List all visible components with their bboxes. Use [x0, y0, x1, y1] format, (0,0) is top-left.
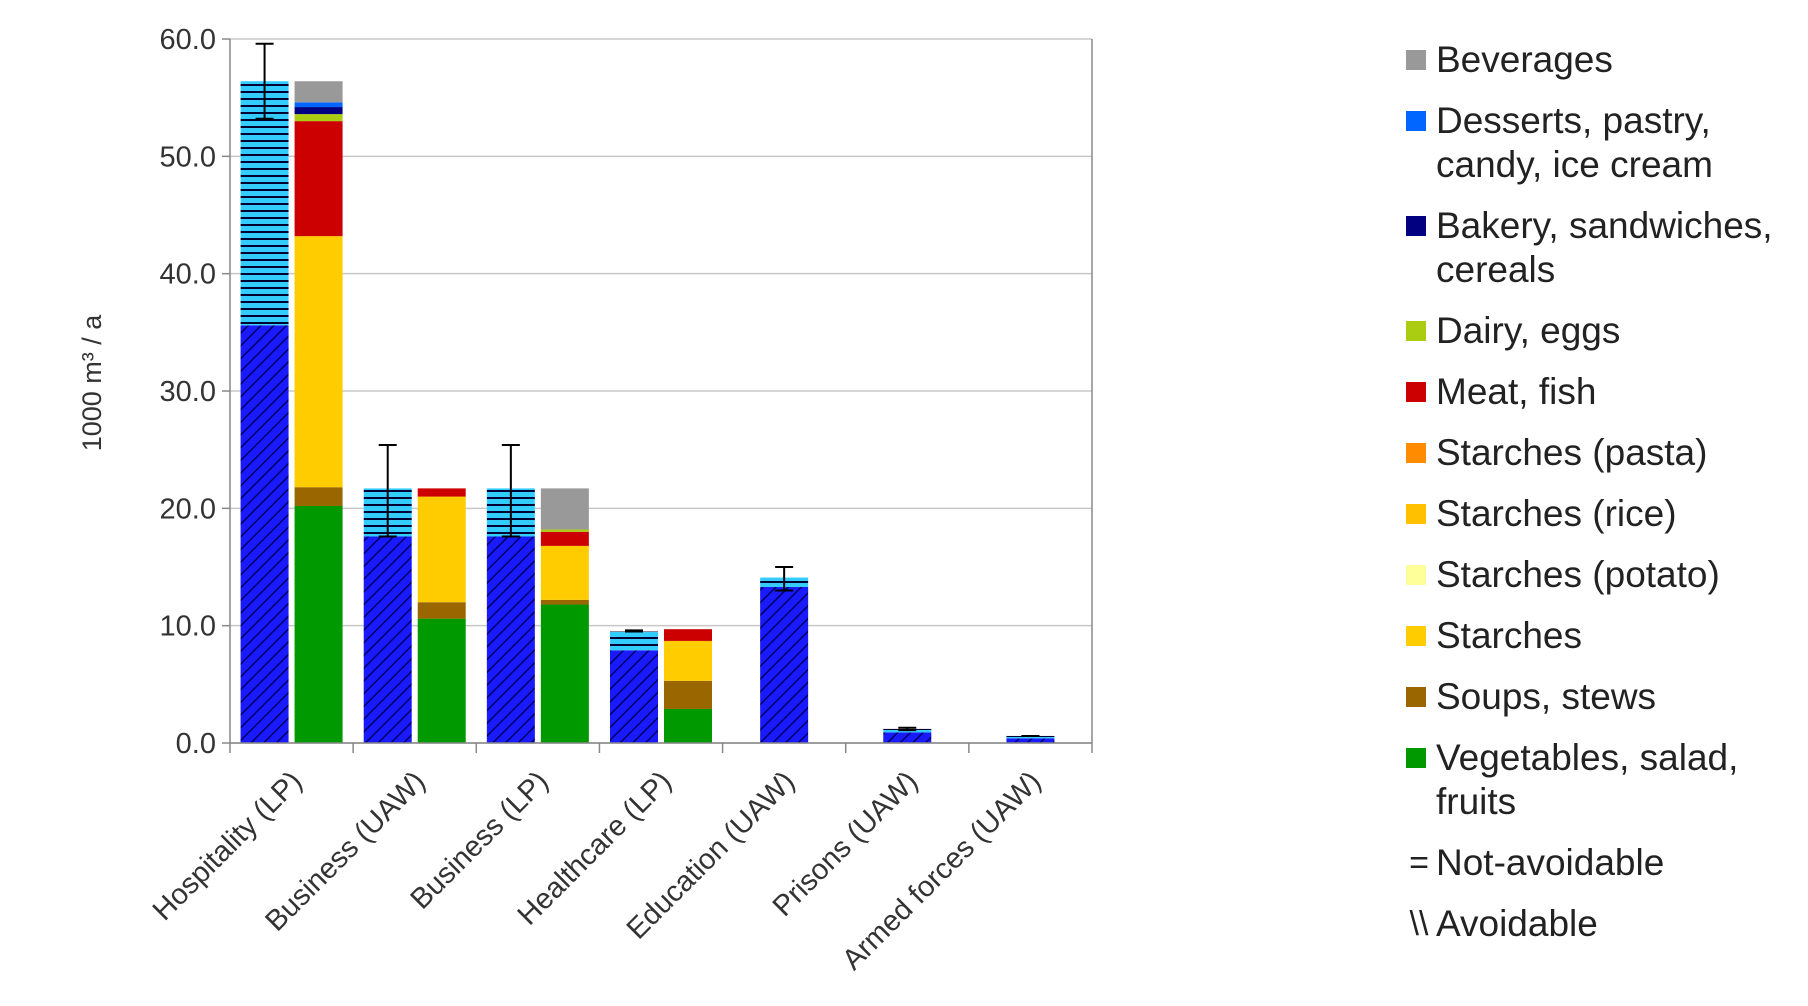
x-tick-label: Armed forces (UAW) [836, 765, 1047, 976]
y-tick-label: 20.0 [160, 493, 216, 525]
bar-segment-vegetables-salad-fruits [294, 505, 343, 743]
legend-item: Bakery, sandwiches, cereals [1402, 204, 1802, 292]
legend-item: = Not-avoidable [1402, 841, 1802, 885]
bar-segment-not-avoidable [1006, 735, 1055, 739]
legend-swatch [1406, 321, 1426, 341]
bar-segment-soups-stews [540, 599, 589, 605]
legend-label: Bakery, sandwiches, cereals [1436, 205, 1773, 290]
bar-segment-vegetables-salad-fruits [417, 618, 466, 743]
bar-segment-starches [417, 496, 466, 603]
bar-segment-not-avoidable [240, 81, 289, 326]
legend-swatch [1406, 111, 1426, 131]
bar-segment-beverages [294, 81, 343, 103]
bar-segment-dairy-eggs [294, 114, 343, 122]
legend-label: Beverages [1436, 39, 1613, 80]
legend-label: Starches [1436, 615, 1583, 656]
legend-item: Starches (rice) [1402, 492, 1802, 536]
legend-label: Starches (rice) [1436, 493, 1677, 534]
bar-segment-avoidable [610, 650, 658, 743]
legend-label: Soups, stews [1436, 676, 1657, 717]
bar-segment-starches [540, 545, 589, 600]
bar-segment-bakery-sandwiches-cereals [294, 107, 343, 115]
gridlines [230, 38, 1092, 744]
legend-label: Vegetables, salad, fruits [1436, 737, 1739, 822]
bar-segment-vegetables-salad-fruits [540, 604, 589, 743]
legend-symbol: = [1409, 844, 1429, 882]
y-tick-label: 10.0 [160, 611, 216, 643]
legend-item: Soups, stews [1402, 675, 1802, 719]
bar-segment-dairy-eggs [540, 529, 589, 532]
bar-segment-starches [294, 236, 343, 488]
legend-label: Starches (potato) [1436, 554, 1720, 595]
legend-label: Dairy, eggs [1436, 310, 1621, 351]
legend-item: Dairy, eggs [1402, 309, 1802, 353]
y-axis-label: 1000 m³ / a [77, 314, 107, 452]
y-tick-label: 40.0 [160, 259, 216, 291]
legend-symbol: \\ [1409, 905, 1429, 943]
bar-segment-soups-stews [664, 680, 712, 709]
legend-label: Desserts, pastry, candy, ice cream [1436, 100, 1713, 185]
bar-segment-starches [664, 640, 712, 681]
bar-segment-soups-stews [417, 602, 466, 619]
bar-segment-avoidable [486, 536, 535, 743]
legend-item: Beverages [1402, 38, 1802, 82]
bar-segment-meat-fish [664, 629, 712, 641]
legend-swatch [1406, 748, 1426, 768]
bar-segment-avoidable [240, 325, 289, 743]
legend-swatch [1406, 626, 1426, 646]
error-bars [255, 42, 1040, 737]
bar-segment-meat-fish [294, 121, 343, 237]
legend-item: \\ Avoidable [1402, 902, 1802, 946]
bar-segment-vegetables-salad-fruits [664, 708, 712, 743]
legend-item: Meat, fish [1402, 370, 1802, 414]
y-tick-label: 0.0 [176, 728, 216, 760]
legend-swatch [1406, 382, 1426, 402]
bar-segment-avoidable [363, 536, 412, 743]
legend-label: Not-avoidable [1436, 842, 1665, 883]
legend-label: Starches (pasta) [1436, 432, 1708, 473]
y-tick-label: 50.0 [160, 141, 216, 173]
bar-segment-meat-fish [540, 531, 589, 546]
legend-item: Starches (pasta) [1402, 431, 1802, 475]
y-tick-label: 30.0 [160, 376, 216, 408]
legend-label: Meat, fish [1436, 371, 1597, 412]
bar-segment-soups-stews [294, 487, 343, 506]
bar-segment-desserts-pastry-candy-ice-cream [294, 102, 343, 108]
bar-segment-beverages [540, 488, 589, 530]
bar-segment-avoidable [883, 732, 932, 743]
legend-swatch [1406, 504, 1426, 524]
legend: Beverages Desserts, pastry, candy, ice cr… [1402, 38, 1802, 963]
legend-label: Avoidable [1436, 903, 1598, 944]
bar-segment-avoidable [1006, 738, 1055, 743]
legend-swatch [1406, 216, 1426, 236]
legend-swatch [1406, 443, 1426, 463]
legend-swatch [1406, 687, 1426, 707]
bar-segment-not-avoidable [610, 631, 658, 651]
legend-item: Desserts, pastry, candy, ice cream [1402, 99, 1802, 187]
y-tick-label: 60.0 [160, 24, 216, 56]
bars [240, 81, 1055, 743]
legend-item: Starches (potato) [1402, 553, 1802, 597]
legend-item: Vegetables, salad, fruits [1402, 736, 1802, 824]
legend-swatch [1406, 50, 1426, 70]
legend-item: Starches [1402, 614, 1802, 658]
legend-swatch [1406, 565, 1426, 585]
bar-segment-meat-fish [417, 488, 466, 497]
bar-segment-avoidable [760, 586, 809, 743]
